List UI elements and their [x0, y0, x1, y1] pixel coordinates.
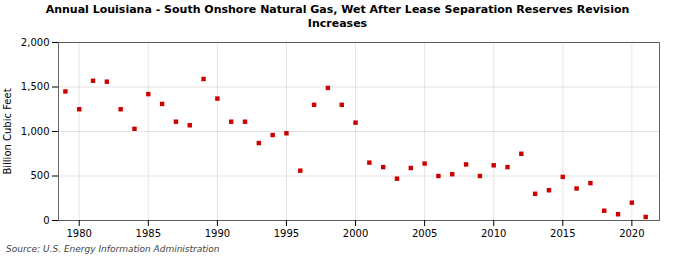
svg-text:2015: 2015 [550, 227, 575, 238]
svg-text:1985: 1985 [136, 227, 161, 238]
html-text:Annual Louisiana - South Onsho: Annual Louisiana - South Onshore Natural… [45, 3, 630, 31]
svg-text:1,500: 1,500 [21, 81, 50, 92]
svg-text:1980: 1980 [66, 227, 91, 238]
svg-text:1,000: 1,000 [21, 125, 50, 136]
svg-text:2005: 2005 [412, 227, 437, 238]
svg-text:0: 0 [43, 214, 49, 225]
html-text:Source: U.S. Energy Informatio: Source: U.S. Energy Information Administ… [6, 243, 220, 254]
svg-text:1995: 1995 [274, 227, 299, 238]
svg-text:1990: 1990 [205, 227, 230, 238]
svg-text:Billion Cubic Feet: Billion Cubic Feet [2, 88, 13, 174]
svg-text:2010: 2010 [481, 227, 506, 238]
svg-text:500: 500 [30, 170, 49, 181]
svg-text:2020: 2020 [619, 227, 644, 238]
svg-text:2000: 2000 [343, 227, 368, 238]
svg-text:2,000: 2,000 [21, 36, 50, 47]
